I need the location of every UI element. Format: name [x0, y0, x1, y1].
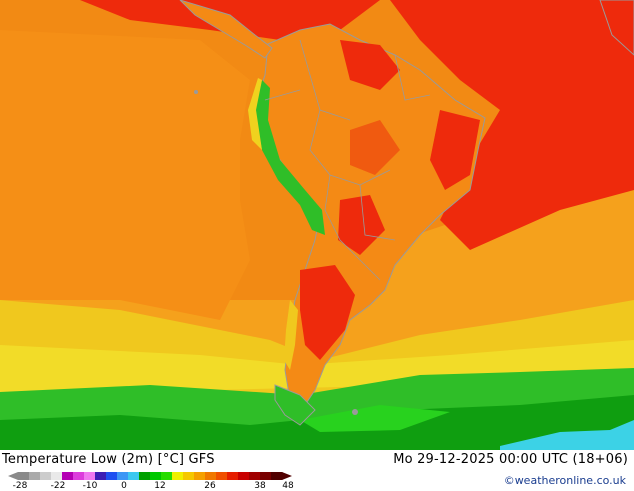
- legend-swatch: [40, 472, 52, 480]
- temperature-map: [0, 0, 634, 450]
- legend-swatch: [150, 472, 162, 480]
- legend-swatch: [161, 472, 173, 480]
- land-red-north: [340, 40, 400, 90]
- legend-swatch: [18, 472, 30, 480]
- andes-south: [284, 300, 298, 370]
- land-red-brazil: [430, 110, 480, 190]
- central-america: [179, 0, 273, 59]
- land-red-paraguay: [338, 195, 385, 255]
- legend-swatch: [260, 472, 272, 480]
- legend-tick-label: 48: [282, 481, 294, 491]
- ocean-pacific-orange: [0, 30, 250, 320]
- andes-yellow: [248, 78, 262, 150]
- cyan-patch: [500, 420, 634, 450]
- falklands: [352, 409, 358, 415]
- legend-swatch: [62, 472, 74, 480]
- legend-swatch: [194, 472, 206, 480]
- legend-tick-label: 38: [254, 481, 266, 491]
- legend-tick-label: -10: [82, 481, 98, 491]
- africa-edge: [599, 0, 634, 56]
- legend-swatch: [128, 472, 140, 480]
- patagonia-tip: [274, 384, 316, 426]
- color-legend: [8, 472, 292, 480]
- legend-swatch: [249, 472, 261, 480]
- ocean-red-atlantic: [390, 0, 634, 250]
- galapagos: [194, 90, 198, 94]
- legend-swatch: [139, 472, 151, 480]
- legend-swatch: [84, 472, 96, 480]
- credit-link[interactable]: ©weatheronline.co.uk: [503, 474, 626, 487]
- legend-swatch: [106, 472, 118, 480]
- legend-tick-label: 12: [154, 481, 166, 491]
- legend-arrow-right: [282, 472, 292, 480]
- legend-swatch: [216, 472, 228, 480]
- land-red-argentina: [300, 265, 355, 360]
- legend-swatch: [172, 472, 184, 480]
- legend-swatch: [205, 472, 217, 480]
- legend-tick-label: -28: [12, 481, 28, 491]
- legend-swatch: [183, 472, 195, 480]
- andes-green: [255, 80, 325, 235]
- legend-swatch: [271, 472, 283, 480]
- map-title: Temperature Low (2m) [°C] GFS: [2, 452, 215, 467]
- legend-swatch: [29, 472, 41, 480]
- legend-swatch: [238, 472, 250, 480]
- legend-arrow-left: [8, 472, 18, 480]
- country-borders: [264, 39, 431, 281]
- legend-swatch: [51, 472, 63, 480]
- legend-swatch: [95, 472, 107, 480]
- legend-swatch: [73, 472, 85, 480]
- legend-tick-label: 0: [121, 481, 127, 491]
- legend-tick-label: 26: [204, 481, 216, 491]
- map-datetime: Mo 29-12-2025 00:00 UTC (18+06): [393, 452, 628, 467]
- green-light-patch: [300, 405, 450, 432]
- legend-swatch: [227, 472, 239, 480]
- legend-swatch: [117, 472, 129, 480]
- land-red-central: [350, 120, 400, 175]
- legend-tick-label: -22: [50, 481, 66, 491]
